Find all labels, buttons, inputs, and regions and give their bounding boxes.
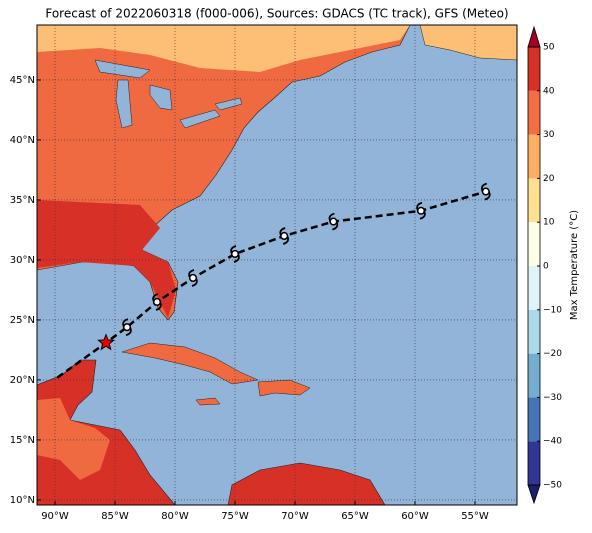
y-tick-label: 10°N xyxy=(10,495,35,506)
colorbar-band xyxy=(528,309,540,354)
y-tick-label: 40°N xyxy=(10,135,35,146)
colorbar-band xyxy=(528,397,540,442)
x-tick-label: 90°W xyxy=(41,511,69,522)
cyclone-center xyxy=(122,323,132,332)
track-line xyxy=(56,190,487,379)
colorbar-tick-label: 30 xyxy=(543,130,555,140)
x-tick-label: 55°W xyxy=(461,511,489,522)
colorbar-tick-label: −20 xyxy=(543,349,562,359)
colorbar-tick-label: −10 xyxy=(543,305,562,315)
x-tick-label: 60°W xyxy=(401,511,429,522)
jamaica xyxy=(195,397,221,406)
cyclone-center xyxy=(481,187,490,196)
colorbar-band xyxy=(528,134,540,179)
colorbar-band xyxy=(528,441,540,485)
colorbar-band xyxy=(528,47,540,91)
colorbar-under xyxy=(527,484,541,505)
map-frame xyxy=(36,24,518,506)
colorbar-tick-label: 20 xyxy=(543,174,555,184)
colorbar-tick-label: −50 xyxy=(543,481,562,491)
x-tick-label: 75°W xyxy=(221,511,249,522)
y-tick-label: 25°N xyxy=(10,315,35,326)
colorbar-over xyxy=(527,25,541,48)
canada-east xyxy=(419,25,517,61)
colorbar-band xyxy=(528,353,540,398)
great-lakes xyxy=(94,59,243,129)
cyclone-center xyxy=(416,206,426,215)
colorbar-tick-label: 0 xyxy=(543,262,549,272)
cyclone-center xyxy=(280,231,289,241)
storm-origin xyxy=(97,333,115,351)
x-tick-label: 80°W xyxy=(161,511,189,522)
cyclone-center xyxy=(188,273,198,283)
y-tick-label: 45°N xyxy=(10,75,35,86)
x-tick-label: 65°W xyxy=(341,511,369,522)
colorbar-band xyxy=(528,222,540,266)
x-tick-label: 85°W xyxy=(101,511,129,522)
south-america xyxy=(227,462,386,505)
colorbar-band xyxy=(528,178,540,223)
cuba xyxy=(121,342,259,385)
south-us xyxy=(37,200,176,318)
colorbar-tick-label: −40 xyxy=(543,437,562,447)
colorbar-label: Max Temperature (°C) xyxy=(569,210,580,320)
map xyxy=(37,25,517,505)
colorbar-band xyxy=(528,266,540,310)
y-tick-label: 35°N xyxy=(10,195,35,206)
cyclone-center xyxy=(152,297,162,307)
cyclone-center xyxy=(230,249,240,259)
y-tick-label: 30°N xyxy=(10,255,35,266)
title: Forecast of 2022060318 (f000-006), Sourc… xyxy=(45,7,508,21)
cyclone-center xyxy=(329,217,338,226)
colorbar-tick-label: −30 xyxy=(543,393,562,403)
x-tick-label: 70°W xyxy=(281,511,309,522)
y-tick-label: 15°N xyxy=(10,435,35,446)
colorbar-tick-label: 50 xyxy=(543,43,555,53)
colorbar-tick-label: 10 xyxy=(543,218,555,228)
y-tick-label: 20°N xyxy=(10,375,35,386)
north-light xyxy=(37,25,410,72)
colorbar-tick-label: 40 xyxy=(543,86,555,96)
colorbar-band xyxy=(528,90,540,135)
